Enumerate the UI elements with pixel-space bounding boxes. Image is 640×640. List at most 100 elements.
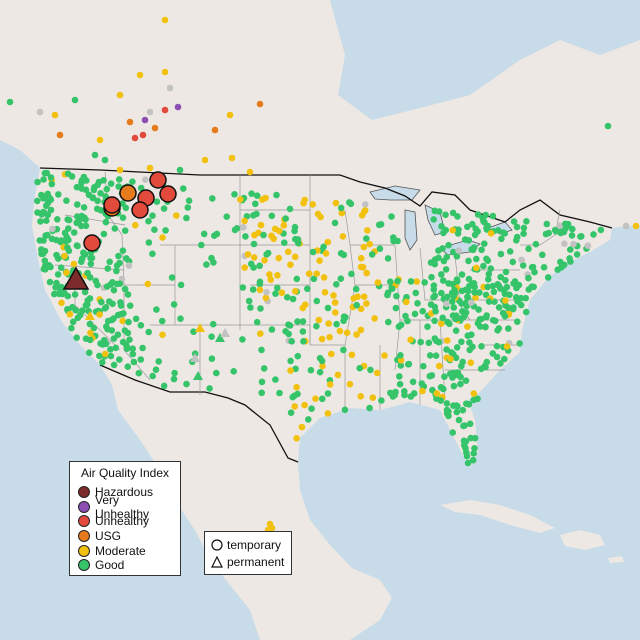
monitor-marker (184, 204, 192, 211)
monitor-marker (590, 231, 597, 238)
monitor-marker (414, 300, 421, 307)
monitor-marker (395, 323, 403, 331)
monitor-marker (70, 260, 78, 268)
country-borders (39, 167, 613, 463)
monitor-marker (64, 170, 72, 177)
monitor-marker (242, 233, 249, 240)
monitor-marker (158, 317, 166, 325)
monitor-marker (99, 359, 106, 366)
legend-label: Moderate (95, 543, 146, 558)
monitor-marker (567, 246, 574, 253)
monitor-marker (387, 278, 394, 286)
monitor-marker (484, 222, 492, 230)
monitor-marker (125, 318, 132, 326)
monitor-marker (61, 252, 68, 260)
monitor-marker (56, 290, 63, 298)
monitor-marker (39, 250, 47, 257)
monitor-marker (413, 278, 421, 285)
monitor-marker (503, 283, 511, 291)
monitor-marker (274, 284, 281, 292)
monitor-marker (539, 251, 546, 259)
monitor-marker (331, 299, 339, 306)
monitor-marker (450, 382, 458, 390)
monitor-marker (325, 320, 333, 327)
monitor-marker (444, 337, 451, 344)
monitor-marker (484, 257, 492, 265)
monitor-marker (291, 223, 299, 231)
monitor-marker (453, 276, 461, 283)
monitor-marker (421, 279, 429, 286)
monitor-marker (258, 346, 265, 354)
monitor-marker (104, 325, 111, 333)
monitor-marker (171, 369, 178, 377)
monitor-marker (476, 289, 483, 296)
monitor-marker (264, 249, 272, 257)
monitor-marker (554, 266, 561, 274)
monitor-marker (65, 225, 72, 232)
monitor-marker (313, 270, 321, 278)
monitor-marker (310, 275, 318, 283)
monitor-marker (116, 356, 123, 363)
monitor-marker (449, 226, 457, 234)
permanent-monitor-marker (215, 333, 225, 342)
monitor-marker (41, 169, 49, 177)
monitor-marker (177, 281, 185, 289)
monitor-marker (431, 292, 439, 300)
puerto-rico-landmass (608, 556, 624, 563)
monitor-marker (76, 311, 84, 319)
legend-label: Hazardous (95, 485, 154, 500)
monitor-marker (116, 166, 124, 174)
monitor-marker (57, 264, 65, 272)
monitor-marker (129, 345, 136, 353)
large-monitor-marker (149, 171, 167, 189)
monitor-marker (352, 285, 360, 293)
monitor-marker (584, 242, 592, 249)
monitor-marker (130, 358, 138, 366)
monitor-marker (452, 327, 460, 335)
monitor-marker (313, 297, 321, 305)
monitor-marker (445, 241, 452, 249)
monitor-marker (170, 301, 178, 308)
monitor-marker (319, 395, 326, 403)
legend-item-usg: USG (78, 529, 172, 544)
monitor-marker (437, 384, 445, 391)
monitor-marker (473, 255, 480, 263)
monitor-marker (340, 313, 348, 321)
monitor-marker (309, 201, 317, 208)
monitor-marker (448, 298, 456, 306)
monitor-marker (78, 179, 85, 187)
monitor-marker (452, 315, 459, 323)
monitor-marker (450, 248, 457, 256)
monitor-marker (495, 304, 503, 311)
monitor-marker (6, 98, 14, 106)
monitor-marker (101, 156, 109, 164)
good-swatch-icon (78, 559, 90, 572)
monitor-marker (424, 323, 431, 331)
monitor-marker (459, 406, 467, 414)
monitor-marker (71, 291, 79, 298)
monitor-marker (56, 131, 64, 139)
circle-icon (211, 539, 223, 551)
monitor-marker (82, 222, 90, 230)
monitor-marker (497, 250, 505, 258)
monitor-marker (301, 401, 308, 409)
monitor-marker (149, 250, 156, 258)
monitor-marker (146, 108, 154, 116)
monitor-marker (440, 229, 447, 237)
monitor-marker (460, 422, 467, 430)
monitor-marker (531, 268, 538, 276)
cuba-landmass (440, 500, 555, 533)
legend-item-permanent: permanent (211, 555, 285, 570)
monitor-marker (115, 176, 123, 183)
monitor-marker (203, 261, 210, 268)
monitor-marker (463, 449, 470, 456)
monitor-marker (443, 300, 450, 308)
monitor-marker (266, 271, 273, 278)
monitor-marker (438, 223, 445, 230)
monitor-marker (132, 221, 139, 229)
monitor-marker (286, 205, 294, 213)
legend-item-good: Good (78, 558, 172, 573)
monitor-type-legend: temporary permanent (204, 531, 292, 575)
monitor-marker (231, 226, 239, 234)
monitor-marker (502, 268, 510, 276)
